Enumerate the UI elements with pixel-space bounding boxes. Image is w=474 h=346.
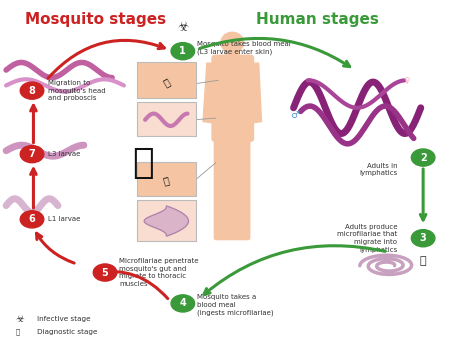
Polygon shape [203, 63, 216, 123]
Text: 8: 8 [28, 85, 36, 95]
Text: Mosquito stages: Mosquito stages [25, 12, 166, 27]
FancyBboxPatch shape [226, 47, 239, 59]
Text: L3 larvae: L3 larvae [47, 151, 80, 157]
Text: ♂: ♂ [291, 110, 300, 120]
FancyBboxPatch shape [137, 200, 196, 240]
FancyBboxPatch shape [212, 55, 254, 142]
Text: Infective stage: Infective stage [36, 316, 91, 322]
FancyBboxPatch shape [232, 135, 250, 239]
Text: 7: 7 [28, 149, 36, 159]
FancyBboxPatch shape [137, 162, 196, 196]
Text: Adults produce
microfilariae that
migrate into
lymphatics: Adults produce microfilariae that migrat… [337, 224, 397, 253]
Circle shape [411, 230, 435, 247]
Text: Mosquito takes blood meal
(L3 larvae enter skin): Mosquito takes blood meal (L3 larvae ent… [197, 40, 291, 55]
Text: 4: 4 [180, 298, 186, 308]
Circle shape [171, 43, 195, 60]
Text: Microfilariae penetrate
mosquito's gut and
migrate to thoracic
muscles: Microfilariae penetrate mosquito's gut a… [119, 258, 199, 287]
Ellipse shape [221, 32, 244, 53]
Text: ☣: ☣ [16, 314, 24, 324]
Text: L1 larvae: L1 larvae [47, 216, 80, 222]
Text: ♀: ♀ [403, 76, 410, 85]
Circle shape [171, 295, 195, 312]
Polygon shape [144, 206, 189, 236]
Text: 5: 5 [102, 267, 109, 277]
Text: 1: 1 [180, 46, 186, 56]
Text: 🦟: 🦟 [132, 146, 154, 180]
Text: 🔬: 🔬 [420, 256, 427, 265]
Circle shape [411, 149, 435, 166]
Text: ☣: ☣ [177, 21, 189, 34]
Text: Human stages: Human stages [255, 12, 379, 27]
Text: Adults in
lymphatics: Adults in lymphatics [359, 163, 397, 176]
Circle shape [20, 146, 44, 163]
FancyBboxPatch shape [137, 63, 196, 98]
Text: Mosquito takes a
blood meal
(ingests microfilariae): Mosquito takes a blood meal (ingests mic… [197, 294, 273, 316]
Circle shape [93, 264, 117, 281]
Circle shape [20, 211, 44, 228]
Text: 🔬: 🔬 [16, 328, 20, 335]
Text: 3: 3 [420, 233, 427, 243]
Polygon shape [250, 63, 262, 123]
Text: Migration to
mosquito's head
and proboscis: Migration to mosquito's head and probosc… [47, 80, 105, 101]
Circle shape [20, 82, 44, 99]
FancyBboxPatch shape [214, 135, 232, 239]
Text: Diagnostic stage: Diagnostic stage [36, 329, 97, 335]
Text: 6: 6 [28, 214, 36, 224]
Text: 🦟: 🦟 [161, 77, 172, 89]
Text: 2: 2 [420, 153, 427, 163]
Text: 🦟: 🦟 [162, 175, 171, 186]
FancyBboxPatch shape [137, 102, 196, 136]
